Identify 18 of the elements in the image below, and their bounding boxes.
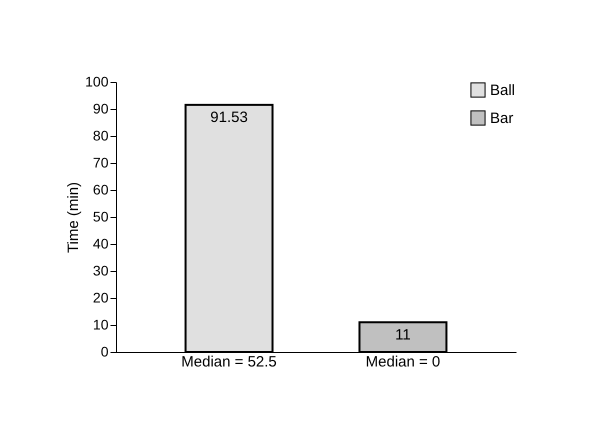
legend-label: Bar [490, 110, 514, 127]
y-tick-label: 50 [92, 208, 109, 224]
y-tick-label: 80 [92, 128, 109, 144]
y-tick-label: 70 [92, 154, 109, 170]
y-tick-label: 10 [92, 316, 109, 332]
y-axis-title: Time (min) [65, 182, 82, 254]
y-tick-label: 90 [92, 100, 109, 116]
legend-label: Ball [490, 82, 516, 99]
y-tick-label: 20 [92, 290, 109, 306]
x-tick-label: Median = 0 [366, 354, 440, 370]
x-tick-label: Median = 52.5 [181, 354, 277, 370]
data-label: 91.53 [210, 108, 248, 126]
y-tick-label: 0 [100, 344, 109, 360]
y-tick-label: 30 [92, 262, 109, 278]
y-tick-label: 100 [85, 74, 109, 90]
y-tick-label: 40 [92, 236, 109, 252]
y-tick-label: 60 [92, 182, 109, 198]
data-label: 11 [395, 326, 411, 344]
